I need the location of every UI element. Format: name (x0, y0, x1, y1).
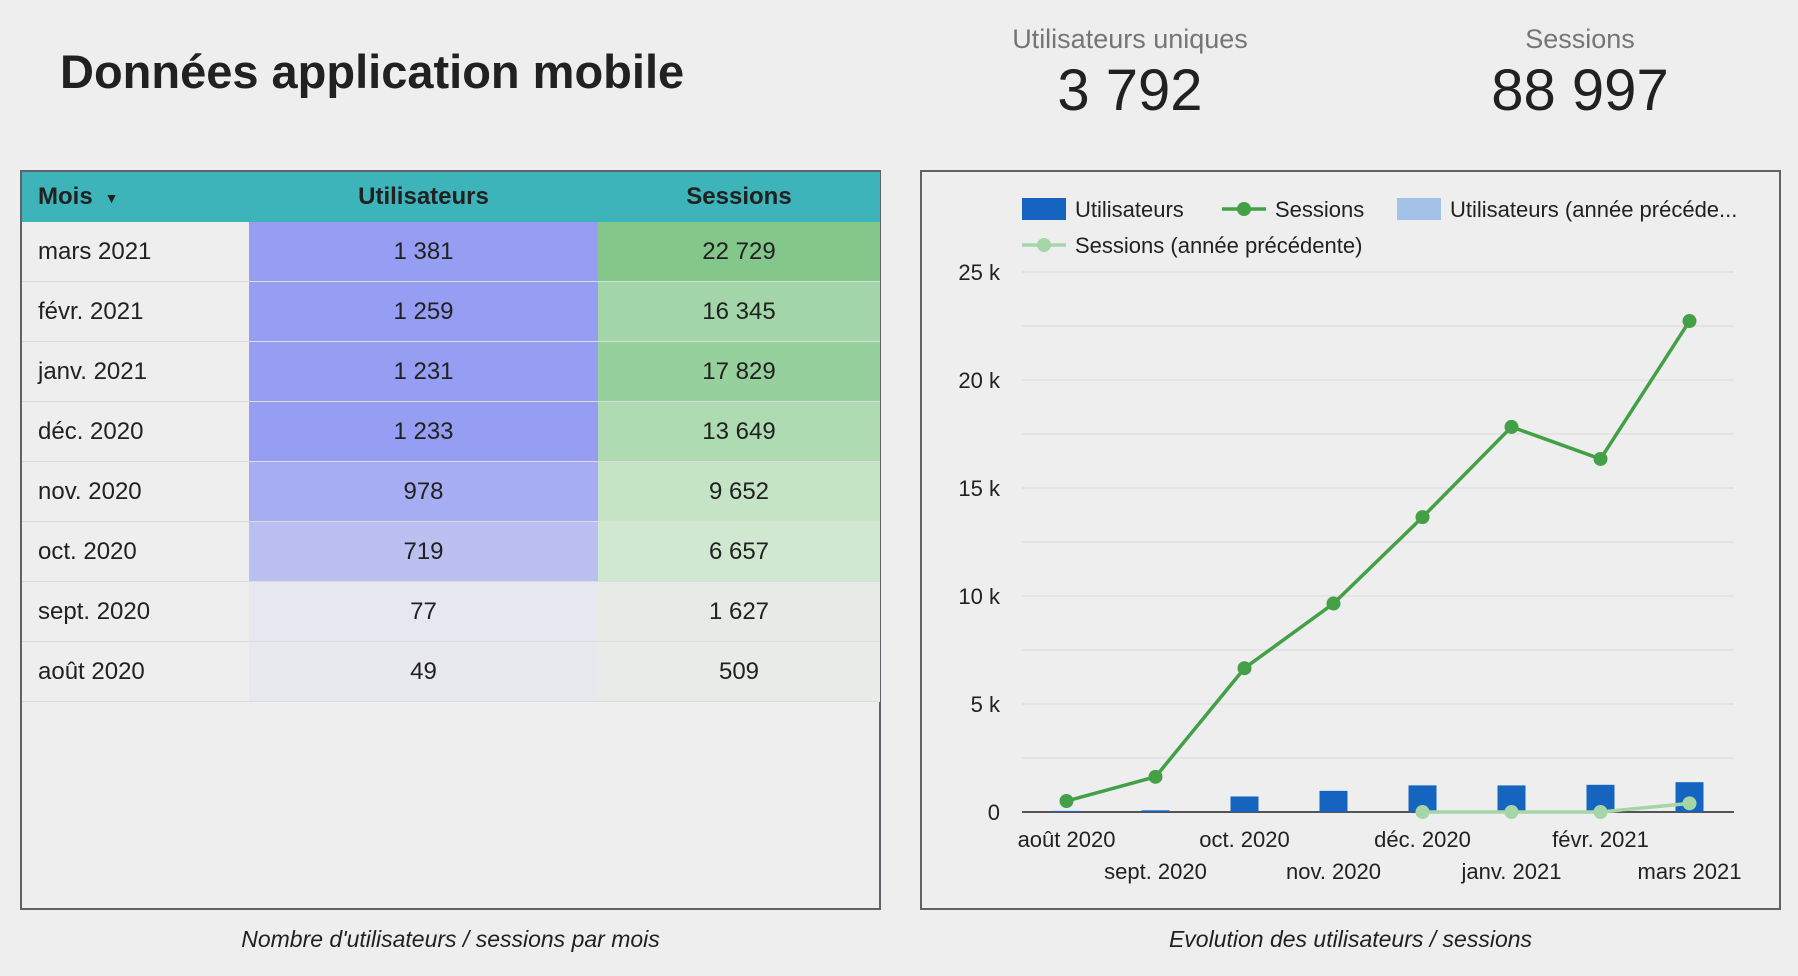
cell-users: 49 (249, 641, 598, 702)
point-sessions (1593, 451, 1608, 466)
table-row[interactable]: févr. 2021 1 259 16 345 (22, 281, 880, 342)
x-tick-label: sept. 2020 (1104, 859, 1207, 884)
y-tick-label: 20 k (958, 368, 1001, 393)
column-header-utilisateurs[interactable]: Utilisateurs (249, 172, 598, 222)
cell-month: janv. 2021 (22, 341, 249, 402)
cell-month: nov. 2020 (22, 461, 249, 522)
line-sessions-prev (1422, 801, 1690, 814)
cell-month: déc. 2020 (22, 401, 249, 462)
cell-month: sept. 2020 (22, 581, 249, 642)
column-header-mois[interactable]: Mois ▼ (22, 172, 249, 222)
point-sessions (1415, 510, 1430, 525)
x-tick-label: févr. 2021 (1552, 827, 1649, 852)
legend-swatch (1037, 238, 1051, 252)
x-tick-label: mars 2021 (1638, 859, 1742, 884)
point-sessions (1059, 794, 1074, 809)
cell-users: 719 (249, 521, 598, 582)
point-sessions-prev (1682, 796, 1697, 811)
bar-utilisateurs (1230, 796, 1259, 812)
kpi-sessions-value: 88 997 (1491, 58, 1669, 123)
kpi-sessions-label: Sessions (1525, 24, 1635, 54)
table-row[interactable]: sept. 2020 77 1 627 (22, 581, 880, 642)
point-sessions (1504, 419, 1519, 434)
table-row[interactable]: nov. 2020 978 9 652 (22, 461, 880, 522)
legend-label: Sessions (1275, 197, 1364, 222)
cell-users: 1 231 (249, 341, 598, 402)
kpi-users-label: Utilisateurs uniques (1012, 24, 1248, 54)
chart-panel: 0 5 k 10 k 15 k 20 k 25 k août 2020 sept. 2020 o… (920, 170, 1781, 910)
monthly-table: Mois ▼ Utilisateurs Sessions mars 2021 1 3… (22, 172, 880, 702)
point-sessions (1682, 314, 1697, 329)
bar-utilisateurs (1319, 790, 1348, 812)
cell-sessions: 9 652 (598, 461, 880, 522)
point-sessions (1148, 769, 1163, 784)
x-tick-label: déc. 2020 (1374, 827, 1471, 852)
point-sessions (1326, 596, 1341, 611)
bar-utilisateurs (1052, 810, 1081, 812)
point-sessions (1237, 661, 1252, 676)
bar-utilisateurs (1141, 810, 1170, 812)
cell-users: 1 259 (249, 281, 598, 342)
cell-users: 77 (249, 581, 598, 642)
cell-sessions: 6 657 (598, 521, 880, 582)
page-title: Données application mobile (60, 45, 685, 98)
kpi-users-value: 3 792 (1057, 58, 1203, 123)
point-sessions-prev (1593, 805, 1608, 819)
legend-label: Utilisateurs (1075, 197, 1184, 222)
legend-label: Sessions (année précédente) (1075, 233, 1362, 258)
y-tick-label: 25 k (958, 260, 1001, 285)
sort-desc-icon[interactable]: ▼ (104, 189, 119, 206)
kpi-unique-users: Utilisateurs uniques 3 792 (1000, 24, 1260, 124)
cell-sessions: 17 829 (598, 341, 880, 402)
legend-swatch (1237, 202, 1251, 216)
point-sessions-prev (1415, 805, 1430, 819)
kpi-sessions: Sessions 88 997 (1450, 24, 1710, 124)
chart-caption: Evolution des utilisateurs / sessions (1168, 926, 1533, 952)
table-row[interactable]: déc. 2020 1 233 13 649 (22, 401, 880, 462)
cell-sessions: 13 649 (598, 401, 880, 462)
table-row[interactable]: janv. 2021 1 231 17 829 (22, 341, 880, 402)
legend-swatch (1022, 198, 1066, 220)
cell-users: 1 381 (249, 222, 598, 282)
cell-month: févr. 2021 (22, 281, 249, 342)
cell-month: août 2020 (22, 641, 249, 702)
cell-sessions: 1 627 (598, 581, 880, 642)
cell-sessions: 16 345 (598, 281, 880, 342)
monthly-table-panel: Mois ▼ Utilisateurs Sessions mars 2021 1 3… (20, 170, 881, 910)
y-tick-label: 10 k (958, 584, 1001, 609)
x-tick-label: nov. 2020 (1286, 859, 1381, 884)
cell-month: oct. 2020 (22, 521, 249, 582)
legend-swatch (1397, 198, 1441, 220)
column-header-sessions[interactable]: Sessions (598, 172, 880, 222)
x-tick-label: oct. 2020 (1199, 827, 1290, 852)
cell-users: 1 233 (249, 401, 598, 462)
x-tick-label: janv. 2021 (1461, 859, 1562, 884)
table-body: mars 2021 1 381 22 729 févr. 2021 1 259 16 34… (22, 222, 880, 702)
point-sessions-prev (1504, 805, 1519, 819)
cell-users: 978 (249, 461, 598, 522)
y-tick-label: 15 k (958, 476, 1001, 501)
column-header-mois-label: Mois (38, 183, 93, 210)
cell-month: mars 2021 (22, 222, 249, 282)
x-tick-label: août 2020 (1018, 827, 1116, 852)
evolution-chart: 0 5 k 10 k 15 k 20 k 25 k août 2020 sept. 2020 o… (958, 197, 1742, 884)
y-tick-label: 0 (988, 800, 1000, 825)
table-header-row: Mois ▼ Utilisateurs Sessions (22, 172, 880, 222)
line-sessions (1066, 320, 1691, 803)
y-tick-label: 5 k (971, 692, 1001, 717)
cell-sessions: 509 (598, 641, 880, 702)
table-row[interactable]: août 2020 49 509 (22, 641, 880, 702)
cell-sessions: 22 729 (598, 222, 880, 282)
legend-label: Utilisateurs (année précéde... (1450, 197, 1737, 222)
table-row[interactable]: mars 2021 1 381 22 729 (22, 222, 880, 282)
table-row[interactable]: oct. 2020 719 6 657 (22, 521, 880, 582)
table-caption: Nombre d'utilisateurs / sessions par moi… (241, 926, 660, 952)
